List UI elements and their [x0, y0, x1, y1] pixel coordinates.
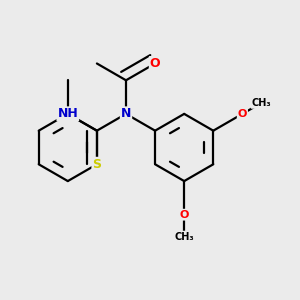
Text: O: O	[238, 109, 247, 119]
Text: O: O	[150, 57, 160, 70]
Text: O: O	[179, 210, 189, 220]
Text: N: N	[121, 107, 131, 120]
Text: NH: NH	[57, 107, 78, 120]
Text: CH₃: CH₃	[174, 232, 194, 242]
Text: S: S	[92, 158, 101, 171]
Text: CH₃: CH₃	[251, 98, 271, 108]
